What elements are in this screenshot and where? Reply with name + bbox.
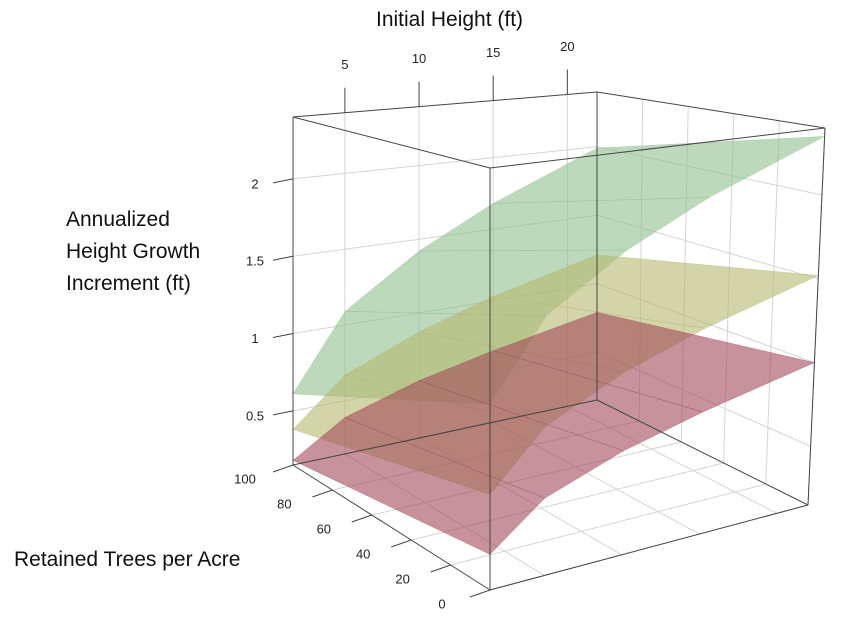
box-edge xyxy=(596,91,826,129)
x-tick-label: 10 xyxy=(412,51,426,66)
tick-mark xyxy=(272,464,294,473)
box-edge xyxy=(292,464,491,591)
x-tick-label: 5 xyxy=(341,57,348,72)
x-tick-label: 15 xyxy=(486,45,500,60)
tick-mark xyxy=(430,564,451,573)
y-tick-label: 20 xyxy=(395,571,409,586)
box-edge xyxy=(292,399,598,466)
x-axis-label: Initial Height (ft) xyxy=(376,8,524,31)
tick-mark xyxy=(391,539,412,548)
box-edge xyxy=(596,399,809,506)
box-edge xyxy=(489,127,826,169)
surface-cell xyxy=(493,136,825,204)
z-tick-label: 2 xyxy=(251,176,258,191)
tick-mark xyxy=(272,333,294,339)
y-tick-label: 60 xyxy=(317,521,331,536)
y-tick-label: 0 xyxy=(438,596,445,611)
z-axis-label: Annualized Height Growth Increment (ft) xyxy=(66,208,201,295)
grid-line xyxy=(765,120,780,485)
tick-mark xyxy=(312,489,333,498)
y-tick-label: 40 xyxy=(356,546,370,561)
x-tick-label: 20 xyxy=(560,39,574,54)
box-edge xyxy=(807,127,826,506)
surface-cell xyxy=(418,197,710,252)
grid-line xyxy=(292,146,598,180)
tick-mark xyxy=(272,178,294,184)
box-edge xyxy=(292,116,491,169)
grid-line xyxy=(450,483,766,566)
y-tick-label: 100 xyxy=(234,471,256,486)
box-edge xyxy=(489,504,809,591)
tick-mark xyxy=(272,255,294,261)
z-tick-label: 1 xyxy=(251,331,258,346)
z-tick-label: 1.5 xyxy=(246,254,264,269)
tick-mark xyxy=(272,410,294,416)
z-tick-label: 0.5 xyxy=(246,408,264,423)
y-tick-label: 80 xyxy=(277,496,291,511)
box-edge xyxy=(292,91,598,118)
tick-mark xyxy=(351,514,372,523)
tick-mark xyxy=(469,589,491,598)
y-axis-label: Retained Trees per Acre xyxy=(14,548,241,571)
